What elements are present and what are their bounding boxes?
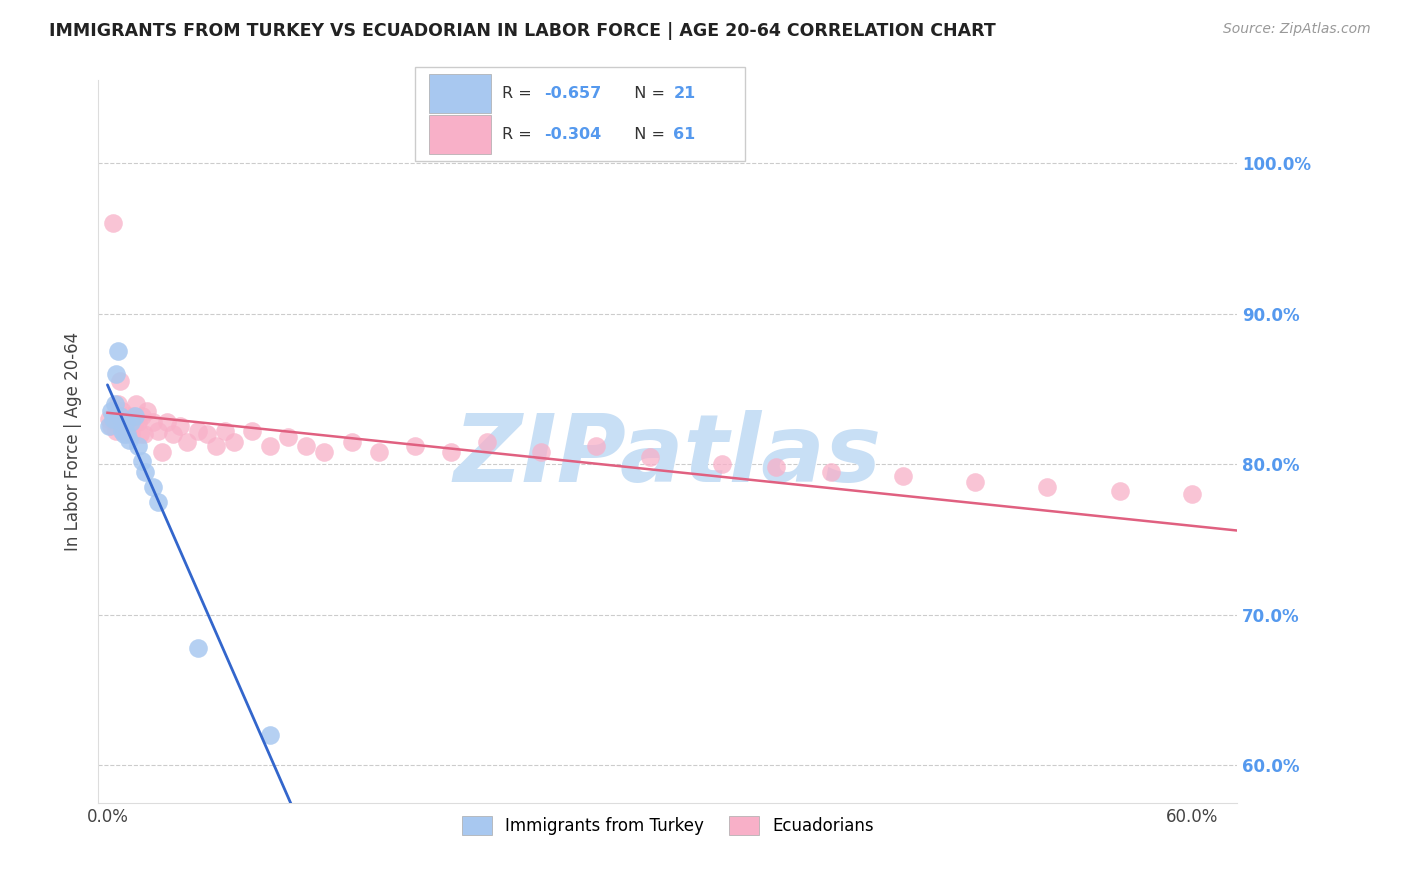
Point xyxy=(100,404,122,418)
Point xyxy=(107,344,129,359)
Point xyxy=(98,412,121,426)
Point xyxy=(146,424,169,438)
Point xyxy=(711,457,734,471)
Text: 61: 61 xyxy=(673,127,696,142)
Point xyxy=(104,415,127,429)
FancyBboxPatch shape xyxy=(429,115,491,154)
Point xyxy=(314,445,336,459)
Text: -0.657: -0.657 xyxy=(544,86,602,101)
Point xyxy=(295,439,318,453)
FancyBboxPatch shape xyxy=(429,73,491,112)
Point xyxy=(891,469,914,483)
Point xyxy=(120,415,142,429)
Point xyxy=(121,409,143,423)
Point xyxy=(111,424,134,438)
Point xyxy=(1108,484,1130,499)
Point xyxy=(98,419,121,434)
Point xyxy=(132,427,155,442)
Point xyxy=(187,640,209,655)
Point xyxy=(118,419,141,434)
Point xyxy=(965,475,987,490)
Point xyxy=(146,495,169,509)
Text: Source: ZipAtlas.com: Source: ZipAtlas.com xyxy=(1223,22,1371,37)
Point xyxy=(124,409,146,423)
Point xyxy=(585,439,607,453)
Point xyxy=(124,415,146,429)
Point xyxy=(156,415,179,429)
Point xyxy=(150,445,173,459)
Point xyxy=(136,404,159,418)
Point xyxy=(169,419,191,434)
Point xyxy=(765,460,787,475)
Point xyxy=(340,434,363,449)
Point xyxy=(105,367,128,381)
Point xyxy=(101,216,124,230)
Point xyxy=(240,424,263,438)
Point xyxy=(107,397,129,411)
Text: -0.304: -0.304 xyxy=(544,127,602,142)
Point xyxy=(112,424,135,438)
Point xyxy=(117,427,139,442)
Point xyxy=(120,427,142,442)
Point xyxy=(195,427,218,442)
Point xyxy=(125,397,148,411)
Point xyxy=(114,417,136,431)
Point xyxy=(259,439,281,453)
Point xyxy=(1036,480,1059,494)
Point xyxy=(105,424,128,438)
Point xyxy=(127,415,149,429)
Point xyxy=(108,375,131,389)
Point xyxy=(127,439,149,453)
Point xyxy=(638,450,661,464)
Point xyxy=(1181,487,1204,501)
Text: N =: N = xyxy=(624,127,671,142)
Point xyxy=(142,480,165,494)
Point xyxy=(117,409,139,423)
Point xyxy=(404,439,426,453)
Point xyxy=(107,412,129,426)
Text: ZIPatlas: ZIPatlas xyxy=(454,410,882,502)
Point xyxy=(187,424,209,438)
Point xyxy=(131,454,153,468)
Point xyxy=(118,433,141,447)
Text: N =: N = xyxy=(624,86,671,101)
Point xyxy=(367,445,389,459)
Point xyxy=(820,465,842,479)
FancyBboxPatch shape xyxy=(415,67,745,161)
Point xyxy=(475,434,498,449)
Point xyxy=(131,409,153,423)
Text: 21: 21 xyxy=(673,86,696,101)
Point xyxy=(259,728,281,742)
Point xyxy=(108,409,131,423)
Point xyxy=(176,434,198,449)
Point xyxy=(142,415,165,429)
Point xyxy=(100,419,122,434)
Point xyxy=(440,445,463,459)
Point xyxy=(205,439,228,453)
Point xyxy=(162,427,184,442)
Point xyxy=(101,412,124,426)
Point xyxy=(134,465,156,479)
Text: R =: R = xyxy=(502,127,537,142)
Point xyxy=(222,434,245,449)
Point xyxy=(277,430,299,444)
Point xyxy=(129,427,152,442)
Point xyxy=(530,445,553,459)
Point xyxy=(112,427,135,442)
Y-axis label: In Labor Force | Age 20-64: In Labor Force | Age 20-64 xyxy=(65,332,83,551)
Point xyxy=(214,424,236,438)
Text: R =: R = xyxy=(502,86,537,101)
Point xyxy=(114,415,136,429)
Text: IMMIGRANTS FROM TURKEY VS ECUADORIAN IN LABOR FORCE | AGE 20-64 CORRELATION CHAR: IMMIGRANTS FROM TURKEY VS ECUADORIAN IN … xyxy=(49,22,995,40)
Point xyxy=(111,404,134,418)
Legend: Immigrants from Turkey, Ecuadorians: Immigrants from Turkey, Ecuadorians xyxy=(456,809,880,841)
Point xyxy=(104,397,127,411)
